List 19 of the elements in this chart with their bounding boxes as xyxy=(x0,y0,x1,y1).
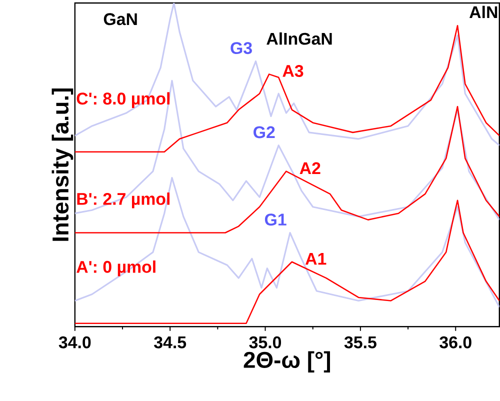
series-label: G2 xyxy=(254,126,275,138)
series-label: G1 xyxy=(264,214,286,226)
series-label: A2 xyxy=(300,162,320,174)
x-tick-label: 34.5 xyxy=(154,336,186,349)
series-label: G3 xyxy=(230,42,252,54)
x-axis-title: 2Θ-ω [°] xyxy=(244,351,330,373)
annotation: AlInGaN xyxy=(266,32,332,46)
x-tick-label: 35.0 xyxy=(249,336,282,349)
annotation: A': 0 µmol xyxy=(76,260,156,276)
series-label: A1 xyxy=(305,253,326,265)
annotation: B': 2.7 µmol xyxy=(77,192,170,209)
annotation: C': 8.0 µmol xyxy=(76,92,170,108)
y-axis-title: Intensity [a.u.] xyxy=(52,88,74,242)
x-tick-label: 36.0 xyxy=(440,336,472,349)
annotation: GaN xyxy=(104,13,137,26)
series-label: A3 xyxy=(282,65,304,78)
x-tick-label: 35.5 xyxy=(344,336,376,349)
x-tick-label: 34.0 xyxy=(58,336,91,349)
annotation: AlN xyxy=(470,6,498,18)
